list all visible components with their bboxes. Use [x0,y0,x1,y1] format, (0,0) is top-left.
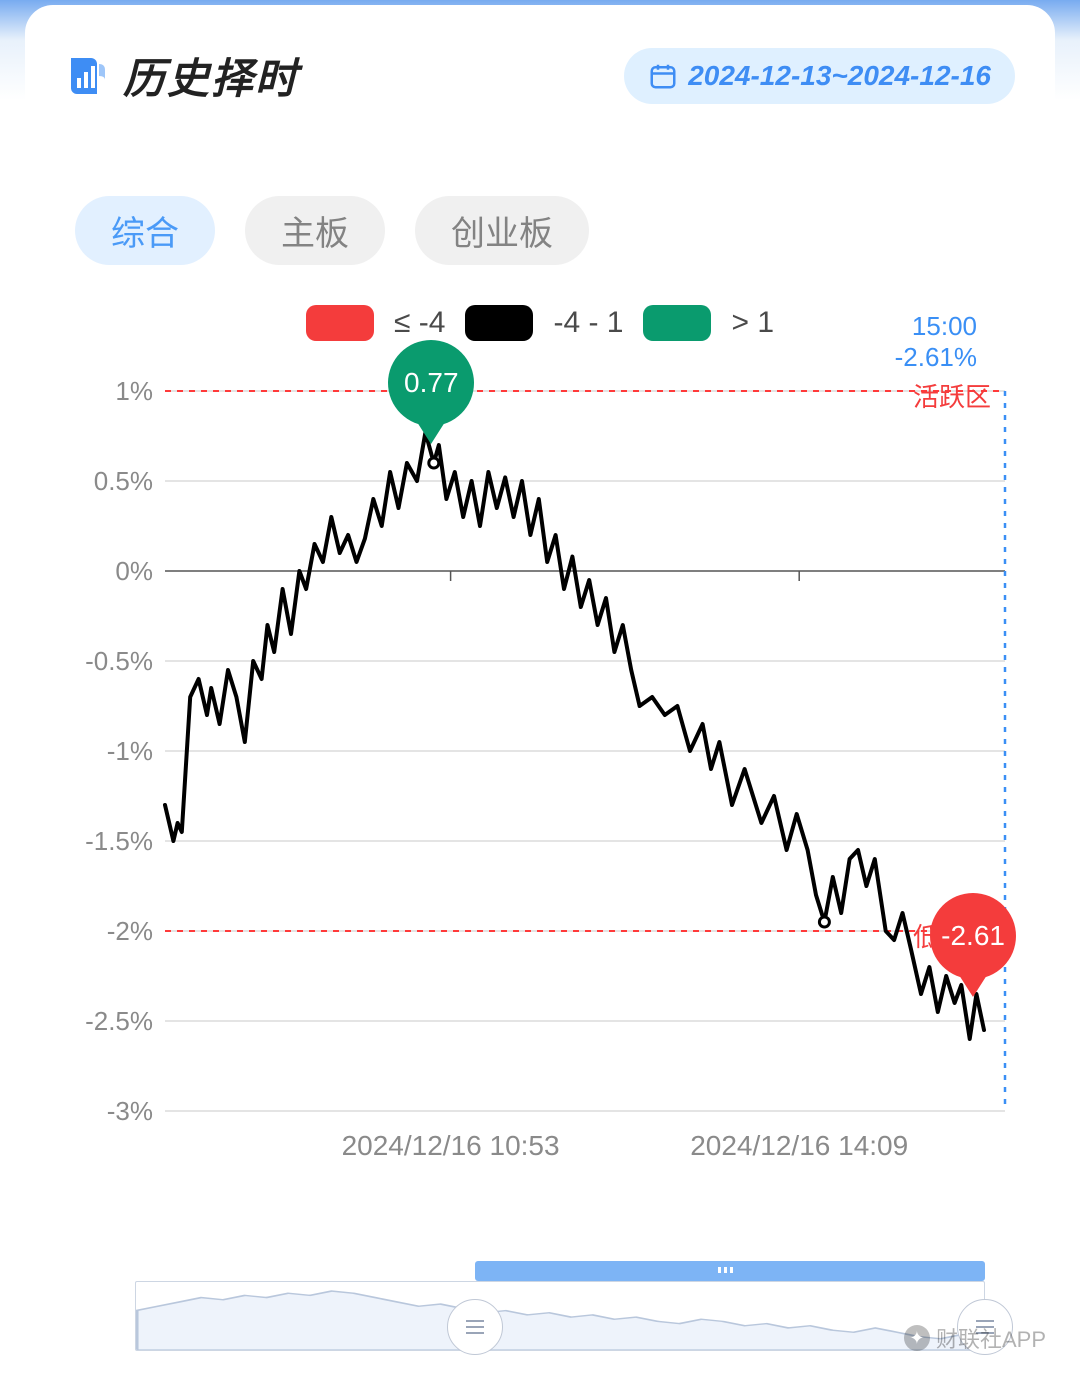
svg-text:2024/12/16 14:09: 2024/12/16 14:09 [690,1130,908,1161]
tab-2[interactable]: 创业板 [415,196,589,265]
scrubber-selection[interactable] [475,1261,985,1281]
legend-label-0: ≤ -4 [394,306,445,340]
svg-text:1%: 1% [115,376,153,406]
legend-chip-1 [465,305,533,341]
date-range-text: 2024-12-13~2024-12-16 [688,60,991,92]
time-scrubber[interactable] [135,1261,985,1361]
calendar-icon [648,61,678,91]
watermark: ✦ 财联社APP [904,1322,1046,1354]
date-range-button[interactable]: 2024-12-13~2024-12-16 [624,48,1015,104]
legend-label-1: -4 - 1 [553,306,623,340]
watermark-icon: ✦ [904,1325,930,1351]
legend-label-2: > 1 [731,306,774,340]
card: 历史择时 2024-12-13~2024-12-16 综合主板创业板 ≤ -4 -… [25,5,1055,1381]
legend-chip-0 [306,305,374,341]
cursor-value: -2.61% [895,342,977,373]
page-title: 历史择时 [123,45,299,106]
bar-chart-icon [65,54,109,98]
svg-text:-1%: -1% [107,736,153,766]
tabs: 综合主板创业板 [35,106,1045,295]
zone-label: 低迷区 [913,917,991,954]
title-group: 历史择时 [65,45,299,106]
watermark-text: 财联社APP [936,1322,1046,1354]
svg-text:-2%: -2% [107,916,153,946]
scrubber-handle-left[interactable] [447,1299,503,1355]
legend-chip-2 [643,305,711,341]
tab-0[interactable]: 综合 [75,196,215,265]
line-chart[interactable]: 1% 0.5% 0% -0.5% -1% -1.5% -2% -2.5% -3% 2024/12/… [45,371,1045,1231]
zone-label: 活跃区 [913,377,991,414]
legend: ≤ -4 -4 - 1 > 1 [35,305,1045,341]
tab-1[interactable]: 主板 [245,196,385,265]
cursor-readout: 15:00 -2.61% [895,311,977,373]
cursor-time: 15:00 [895,311,977,342]
chart-container: 15:00 -2.61% 1%0.5%0%-0.5%-1%-1.5%-2%-2.… [45,371,1035,1241]
scrubber-track [135,1281,985,1351]
svg-text:0.5%: 0.5% [94,466,153,496]
svg-text:-2.5%: -2.5% [85,1006,153,1036]
header: 历史择时 2024-12-13~2024-12-16 [35,45,1045,106]
svg-text:0%: 0% [115,556,153,586]
svg-text:2024/12/16 10:53: 2024/12/16 10:53 [342,1130,560,1161]
svg-text:-3%: -3% [107,1096,153,1126]
svg-text:-0.5%: -0.5% [85,646,153,676]
svg-text:-1.5%: -1.5% [85,826,153,856]
scrubber-mini-chart [136,1282,984,1350]
